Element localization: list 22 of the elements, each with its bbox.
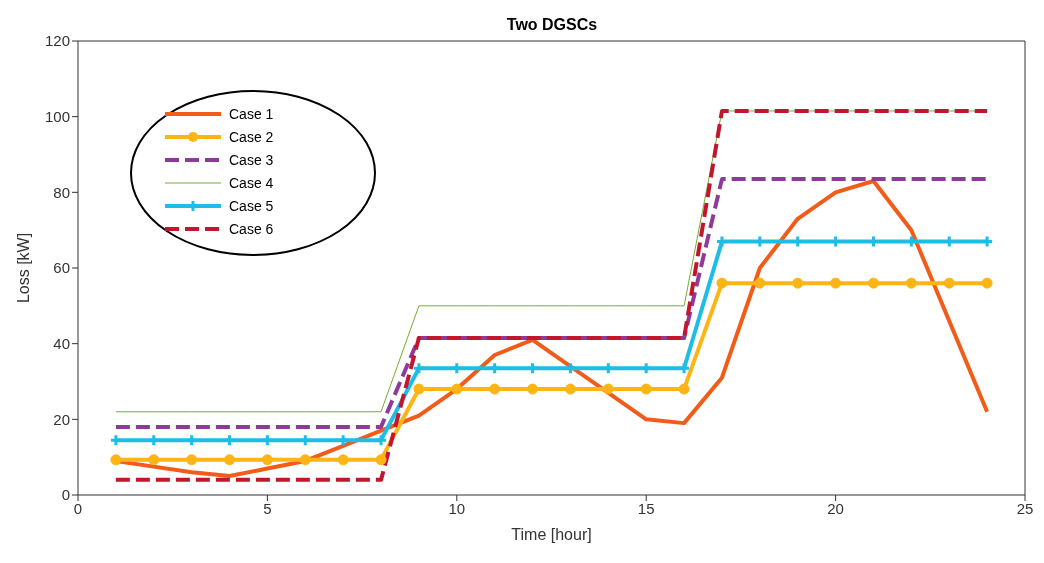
legend-label: Case 6 [229, 220, 274, 237]
x-tick-label: 25 [1016, 499, 1034, 517]
x-tick-label: 15 [637, 499, 655, 517]
legend-label: Case 3 [229, 151, 274, 168]
y-axis-title: Loss [kW] [14, 232, 32, 304]
y-tick-label: 0 [61, 486, 70, 504]
legend-label: Case 5 [229, 197, 274, 214]
legend-label: Case 4 [229, 174, 274, 191]
y-tick-label: 20 [53, 410, 70, 428]
y-tick-label: 80 [53, 183, 70, 201]
x-tick-label: 0 [73, 499, 83, 517]
x-tick-label: 5 [263, 499, 272, 517]
x-tick-label: 20 [827, 499, 844, 517]
y-tick-label: 60 [53, 259, 70, 277]
x-axis-title: Time [hour] [511, 526, 592, 543]
y-tick-label: 100 [44, 107, 70, 125]
legend-label: Case 1 [229, 105, 274, 122]
y-tick-label: 120 [44, 32, 70, 50]
x-tick-label: 10 [448, 499, 466, 517]
legend-label: Case 2 [229, 128, 274, 145]
y-tick-label: 40 [53, 334, 70, 352]
chart-title: Two DGSCs [505, 16, 599, 34]
